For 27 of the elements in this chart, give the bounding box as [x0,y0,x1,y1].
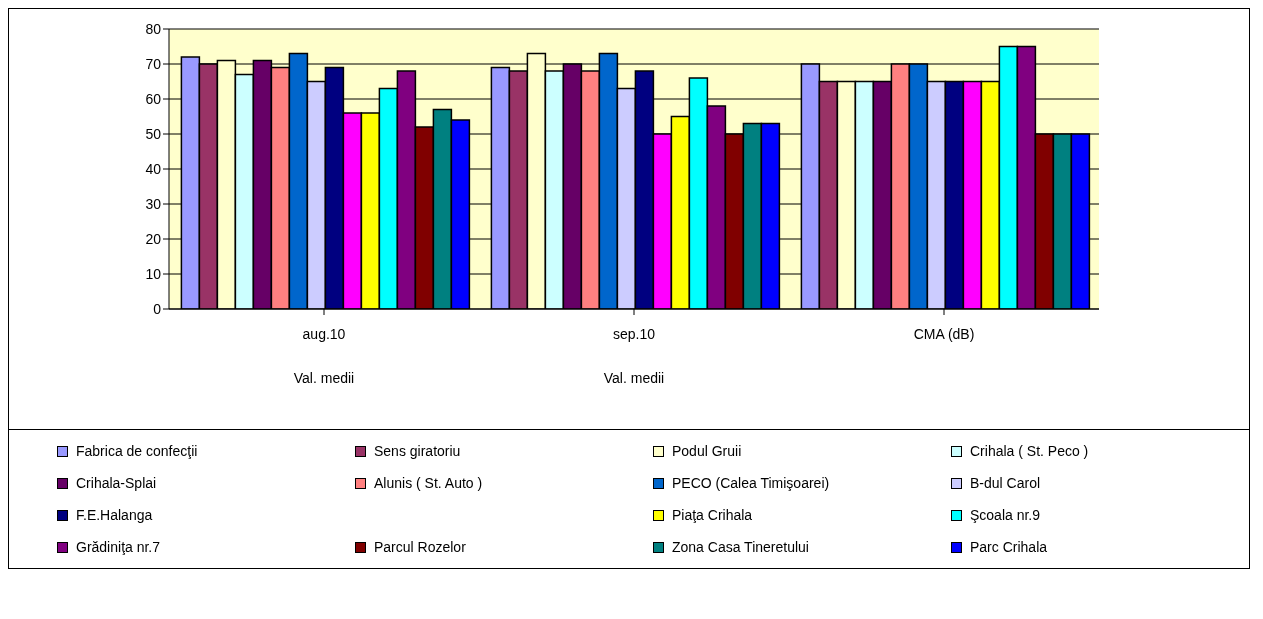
legend-label: Grădiniţa nr.7 [76,539,161,555]
legend-label: Parcul Rozelor [374,539,466,555]
y-tick-label: 30 [145,195,162,212]
legend-label: B-dul Carol [970,475,1041,491]
category-label: sep.10 Val. medii [603,326,665,386]
y-tick-label: 10 [145,265,162,282]
y-tick-label: 20 [145,230,162,247]
legend-label: Fabrica de confecţii [76,443,198,459]
y-tick-label: 40 [145,160,162,177]
y-tick-label: 0 [153,300,162,317]
x-tick-label: CMA (dB) [913,326,975,342]
legend-label: Alunis ( St. Auto ) [374,475,483,491]
legend-label: Crihala ( St. Peco ) [970,443,1089,459]
y-tick-label: 50 [145,125,162,142]
legend-label: Sens giratoriu [374,443,461,459]
y-tick-label: 70 [145,55,162,72]
legend-label: Piaţa Crihala [672,507,753,523]
legend-label: Parc Crihala [970,539,1048,555]
legend-label: PECO (Calea Timişoarei) [672,475,830,491]
category-label: aug.10 Val. medii [293,326,355,386]
legend-label: Zona Casa Tineretului [672,539,809,555]
legend-label: Crihala-Splai [76,475,157,491]
y-tick-label: 60 [145,90,162,107]
legend-label: Şcoala nr.9 [970,507,1041,523]
y-tick-label: 80 [145,20,162,37]
legend-label: F.E.Halanga [76,507,153,523]
legend-label: Podul Gruii [672,443,742,459]
